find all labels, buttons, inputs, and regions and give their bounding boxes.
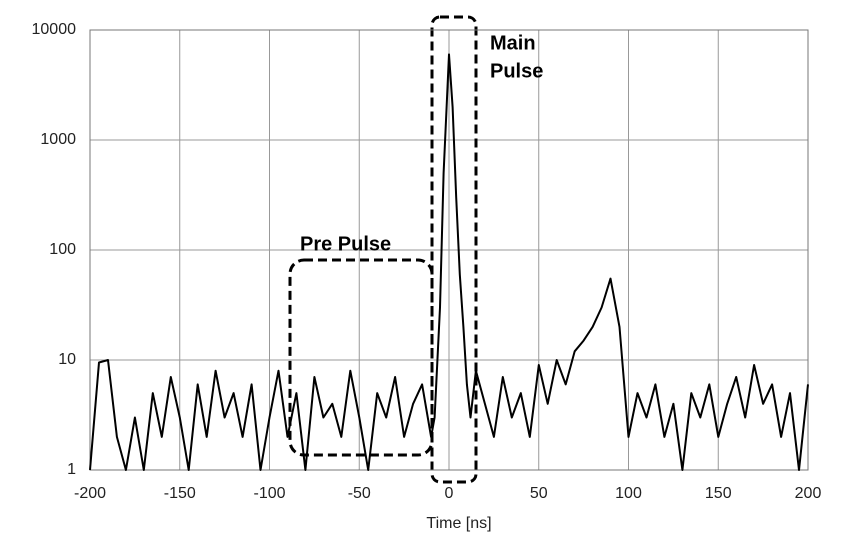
y-tick-label: 1 (67, 461, 76, 478)
main-pulse-box (430, 15, 478, 484)
annotation: Main (490, 32, 536, 54)
x-tick-label: 0 (445, 485, 454, 502)
y-tick-label: 100 (49, 241, 76, 258)
data-line (89, 53, 809, 471)
y-tick-label: 10000 (32, 21, 77, 38)
x-tick-label: -100 (253, 485, 285, 502)
annotation: Pulse (490, 60, 543, 82)
x-tick-label: 50 (530, 485, 548, 502)
x-tick-label: -150 (164, 485, 196, 502)
x-tick-label: 200 (795, 485, 822, 502)
pre-pulse-box (288, 258, 434, 457)
plot-frame (89, 29, 809, 471)
x-tick-label: 150 (705, 485, 732, 502)
y-tick-label: 10 (58, 351, 76, 368)
x-tick-label: -200 (74, 485, 106, 502)
x-tick-label: 100 (615, 485, 642, 502)
annotation: Pre Pulse (300, 233, 391, 255)
x-axis-label: Time [ns] (426, 515, 491, 532)
y-tick-label: 1000 (40, 131, 76, 148)
x-tick-label: -50 (348, 485, 371, 502)
